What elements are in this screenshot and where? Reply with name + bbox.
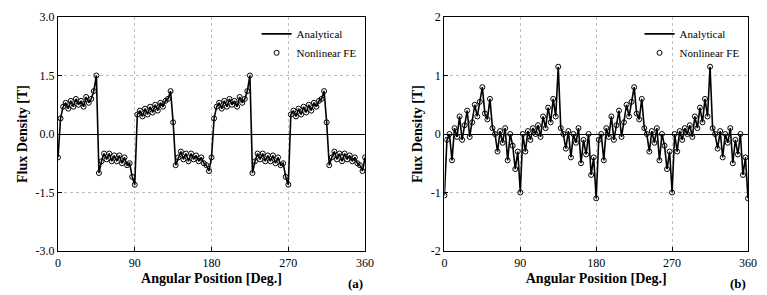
svg-text:270: 270: [279, 256, 297, 270]
svg-text:0: 0: [435, 127, 441, 141]
svg-text:270: 270: [663, 256, 681, 270]
svg-text:Analytical: Analytical: [680, 28, 726, 40]
svg-text:-1.5: -1.5: [35, 186, 54, 200]
svg-text:1: 1: [435, 69, 441, 83]
svg-text:-2: -2: [431, 244, 441, 258]
svg-text:Flux Density [T]: Flux Density [T]: [410, 85, 425, 183]
svg-text:360: 360: [356, 256, 374, 270]
svg-text:(b): (b): [730, 276, 746, 291]
svg-text:-3.0: -3.0: [35, 244, 54, 258]
svg-text:90: 90: [129, 256, 141, 270]
svg-text:3.0: 3.0: [39, 10, 54, 24]
svg-text:90: 90: [514, 256, 526, 270]
svg-text:Angular Position [Deg.]: Angular Position [Deg.]: [141, 271, 282, 286]
svg-text:2: 2: [435, 10, 441, 24]
svg-text:Flux Density [T]: Flux Density [T]: [15, 85, 30, 183]
svg-text:360: 360: [739, 256, 757, 270]
svg-text:180: 180: [203, 256, 221, 270]
svg-text:0: 0: [441, 256, 447, 270]
svg-text:1.5: 1.5: [39, 69, 54, 83]
svg-text:0.0: 0.0: [39, 127, 54, 141]
svg-text:180: 180: [587, 256, 605, 270]
svg-text:Nonlinear FE: Nonlinear FE: [680, 47, 740, 59]
svg-text:(a): (a): [348, 276, 363, 291]
svg-text:Nonlinear FE: Nonlinear FE: [297, 47, 357, 59]
svg-text:-1: -1: [431, 186, 441, 200]
svg-text:Analytical: Analytical: [297, 28, 343, 40]
svg-text:0: 0: [55, 256, 61, 270]
svg-text:Angular Position [Deg.]: Angular Position [Deg.]: [526, 271, 667, 286]
